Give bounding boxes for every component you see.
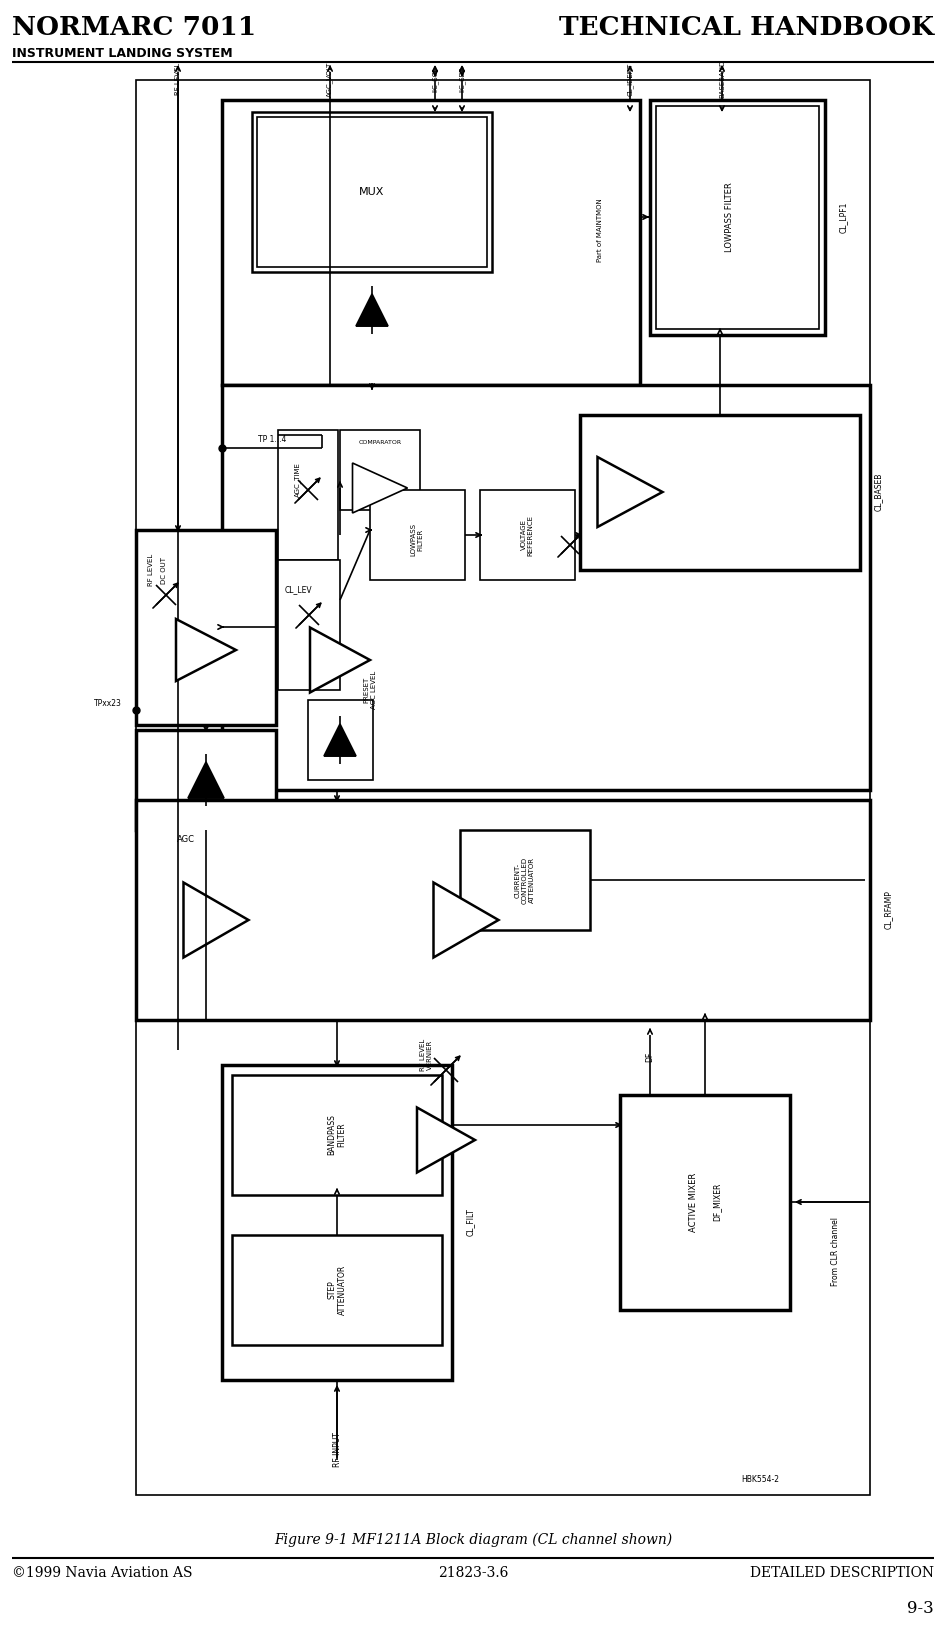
Text: 9-3: 9-3 (907, 1599, 934, 1617)
Bar (136, 800, 870, 1020)
Bar (580, 415, 860, 570)
Polygon shape (184, 883, 249, 958)
Text: DF_MIXER: DF_MIXER (712, 1183, 722, 1221)
Text: CL_LEV: CL_LEV (284, 586, 312, 594)
Text: BASEBAND: BASEBAND (719, 60, 725, 98)
Text: MUX: MUX (359, 188, 385, 197)
Text: INSTRUMENT LANDING SYSTEM: INSTRUMENT LANDING SYSTEM (12, 47, 233, 60)
Text: ©1999 Navia Aviation AS: ©1999 Navia Aviation AS (12, 1567, 192, 1580)
Bar (656, 106, 819, 330)
Bar (136, 730, 276, 831)
Bar (650, 100, 825, 335)
Text: ACTIVE MIXER: ACTIVE MIXER (689, 1172, 697, 1232)
Bar (460, 831, 590, 930)
Polygon shape (176, 619, 236, 681)
Text: DF: DF (645, 1053, 655, 1062)
Text: DC OUT: DC OUT (161, 557, 167, 584)
Bar (136, 80, 870, 1495)
Text: TP 1...4: TP 1...4 (258, 436, 287, 444)
Bar (222, 1066, 452, 1381)
Text: BANDPASS
FILTER: BANDPASS FILTER (327, 1115, 346, 1155)
Bar (480, 490, 575, 579)
Text: IIC_SDA: IIC_SDA (459, 65, 465, 93)
Bar (620, 1095, 790, 1310)
Text: AGC: AGC (177, 836, 195, 844)
Text: CL_IDENT: CL_IDENT (626, 62, 634, 96)
Text: AGC_TIME: AGC_TIME (294, 462, 302, 498)
Bar (370, 490, 465, 579)
Text: IIC_SCL: IIC_SCL (431, 67, 438, 91)
Text: RF LEVEL
VERNIER: RF LEVEL VERNIER (419, 1040, 432, 1071)
Bar (257, 118, 487, 268)
Text: DETAILED DESCRIPTION: DETAILED DESCRIPTION (750, 1567, 934, 1580)
Text: STEP
ATTENUATOR: STEP ATTENUATOR (327, 1265, 346, 1315)
Polygon shape (356, 294, 388, 326)
Text: 21823-3.6: 21823-3.6 (438, 1567, 508, 1580)
Text: Figure 9-1 MF1211A Block diagram (CL channel shown): Figure 9-1 MF1211A Block diagram (CL cha… (274, 1532, 672, 1547)
Text: VOLTAGE
REFERENCE: VOLTAGE REFERENCE (520, 514, 534, 555)
Text: AGC_VOLT: AGC_VOLT (326, 62, 333, 96)
Text: CL_RFAMP: CL_RFAMP (884, 891, 892, 930)
Bar (278, 560, 340, 690)
Polygon shape (188, 762, 224, 798)
Text: CL_BASEB: CL_BASEB (873, 473, 883, 511)
Bar (232, 1075, 442, 1195)
Bar (252, 113, 492, 273)
Text: NORMARC 7011: NORMARC 7011 (12, 15, 256, 41)
Text: LOWPASS FILTER: LOWPASS FILTER (725, 183, 733, 251)
Polygon shape (324, 725, 356, 756)
Text: CURRENT-
CONTROLLED
ATTENUATOR: CURRENT- CONTROLLED ATTENUATOR (515, 857, 535, 904)
Bar (222, 100, 640, 385)
Text: Part of MAINTMON: Part of MAINTMON (597, 197, 603, 261)
Polygon shape (433, 883, 499, 958)
Text: From CLR channel: From CLR channel (831, 1217, 839, 1286)
Bar (222, 385, 870, 790)
Text: TECHNICAL HANDBOOK: TECHNICAL HANDBOOK (559, 15, 934, 41)
Polygon shape (310, 627, 370, 692)
Bar (136, 530, 276, 725)
Text: HBK554-2: HBK554-2 (741, 1475, 779, 1485)
Text: LOWPASS
FILTER: LOWPASS FILTER (411, 524, 424, 557)
Bar (340, 429, 420, 509)
Text: RF LEVEL: RF LEVEL (148, 553, 154, 586)
Polygon shape (353, 463, 408, 512)
Bar (278, 429, 338, 560)
Polygon shape (417, 1108, 475, 1172)
Polygon shape (598, 457, 662, 527)
Text: PRESET
AGC LEVEL: PRESET AGC LEVEL (363, 671, 377, 710)
Text: RF LEVEL: RF LEVEL (175, 64, 181, 95)
Text: CL_LPF1: CL_LPF1 (838, 201, 848, 233)
Text: RF INPUT: RF INPUT (332, 1433, 342, 1467)
Text: COMPARATOR: COMPARATOR (359, 439, 401, 444)
Text: TPxx23: TPxx23 (94, 698, 122, 708)
Bar (232, 1235, 442, 1345)
Text: CL_FILT: CL_FILT (465, 1208, 475, 1235)
Bar (308, 700, 373, 780)
